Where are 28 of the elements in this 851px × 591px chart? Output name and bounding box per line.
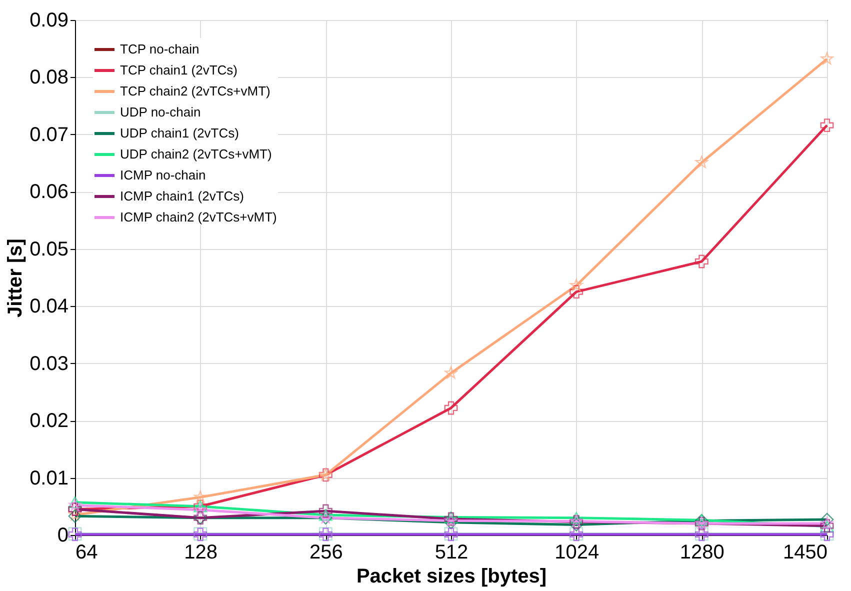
legend-label: TCP chain1 (2vTCs) — [120, 62, 238, 78]
legend-label: TCP no-chain — [120, 42, 200, 56]
legend-label: ICMP no-chain — [120, 168, 206, 182]
y-axis-title: Jitter [s] — [4, 238, 27, 318]
y-tick-label: 0.06 — [30, 181, 68, 204]
y-tick-label: 0.09 — [30, 10, 68, 32]
x-axis-title: Packet sizes [bytes] — [356, 566, 547, 588]
y-tick-label: 0.01 — [30, 467, 68, 490]
y-tick-label: 0.08 — [30, 66, 68, 89]
x-tick-label: 1450 — [783, 542, 828, 564]
y-tick-label: 0.07 — [30, 124, 68, 146]
x-tick-label: 512 — [434, 542, 468, 564]
y-tick-label: 0.03 — [30, 352, 68, 375]
x-tick-label: 1024 — [554, 542, 600, 564]
legend-label: TCP chain2 (2vTCs+vMT) — [120, 84, 270, 98]
x-tick-label: 128 — [184, 542, 218, 564]
x-tick-label: 256 — [309, 542, 343, 564]
y-tick-label: 0.02 — [30, 410, 68, 432]
legend-label: UDP no-chain — [120, 104, 201, 120]
x-tick-label: 1280 — [680, 542, 724, 564]
legend-label: ICMP chain1 (2vTCs) — [120, 188, 244, 204]
legend-label: UDP chain1 (2vTCs) — [120, 126, 239, 140]
x-tick-label: 64 — [76, 542, 98, 564]
legend-label: ICMP chain2 (2vTCs+vMT) — [120, 210, 277, 224]
legend-label: UDP chain2 (2vTCs+vMT) — [120, 146, 272, 162]
y-tick-label: 0.05 — [30, 238, 68, 260]
y-tick-label: 0 — [57, 524, 68, 546]
y-tick-label: 0.04 — [30, 296, 68, 318]
